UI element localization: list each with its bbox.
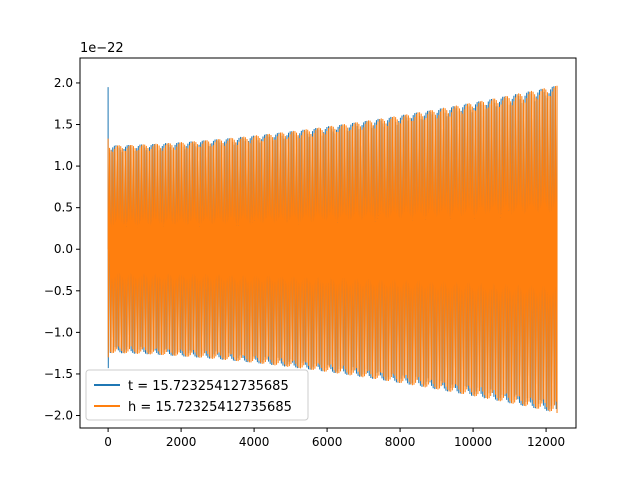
x-tick-label: 12000 [527, 435, 565, 449]
y-tick-label: −1.0 [44, 325, 73, 339]
y-tick-label: −2.0 [44, 409, 73, 423]
legend-label: h = 15.72325412735685 [128, 400, 292, 415]
y-tick-label: 0.5 [54, 201, 73, 215]
x-tick-label: 4000 [239, 435, 270, 449]
legend: t = 15.72325412735685 h = 15.723254127356… [85, 369, 309, 421]
x-axis: 0 2000 4000 6000 8000 10000 12000 [104, 428, 565, 449]
series-line-h [107, 85, 558, 414]
x-tick-label: 10000 [454, 435, 492, 449]
series-layer [107, 85, 558, 414]
axes-frame [79, 57, 577, 429]
y-tick-label: 2.0 [54, 76, 73, 90]
y-tick-label: −0.5 [44, 284, 73, 298]
y-offset-label: 1e−22 [80, 41, 124, 56]
x-tick-label: 0 [104, 435, 112, 449]
y-tick-label: 1.0 [54, 159, 73, 173]
x-tick-label: 6000 [312, 435, 343, 449]
legend-label: t = 15.72325412735685 [128, 379, 289, 394]
y-axis: −2.0 −1.5 −1.0 −0.5 0.0 0.5 1.0 1.5 2.0 [44, 76, 80, 423]
y-tick-label: 0.0 [54, 242, 73, 256]
x-tick-label: 8000 [385, 435, 416, 449]
y-tick-label: 1.5 [54, 118, 73, 132]
x-tick-label: 2000 [166, 435, 197, 449]
y-tick-label: −1.5 [44, 367, 73, 381]
legend-box [85, 369, 309, 421]
